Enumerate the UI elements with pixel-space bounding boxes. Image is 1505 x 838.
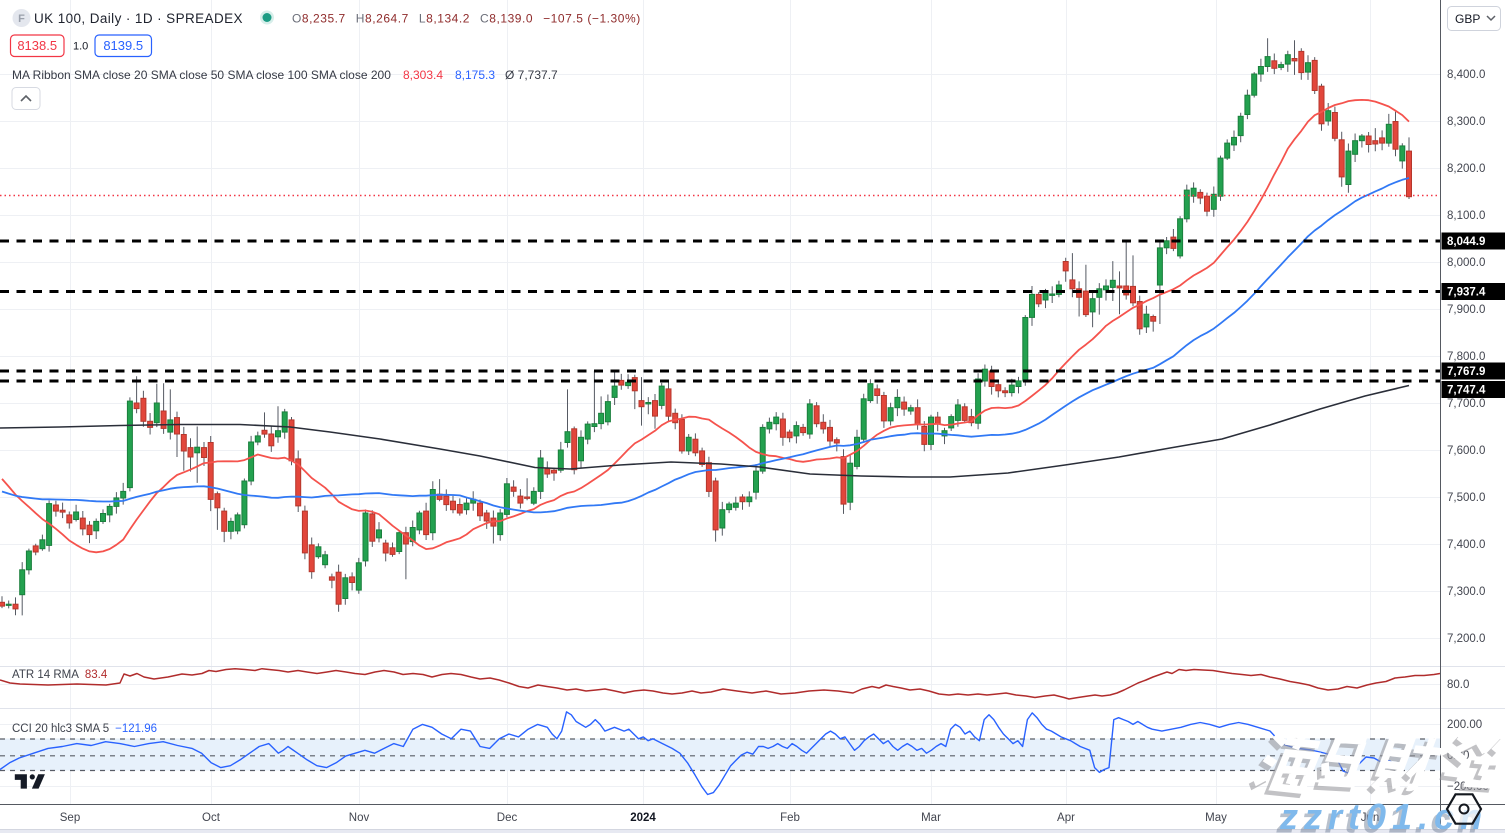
svg-text:8,175.3: 8,175.3	[455, 68, 495, 82]
svg-text:7,300.0: 7,300.0	[1447, 586, 1485, 598]
svg-text:7,747.4: 7,747.4	[1447, 385, 1486, 397]
svg-text:8,400.0: 8,400.0	[1447, 69, 1485, 81]
svg-text:Sep: Sep	[60, 812, 80, 824]
svg-text:Dec: Dec	[497, 812, 518, 824]
svg-text:GBP: GBP	[1455, 12, 1480, 26]
svg-text:7,800.0: 7,800.0	[1447, 351, 1485, 363]
svg-text:MA Ribbon SMA close 20 SMA clo: MA Ribbon SMA close 20 SMA close 50 SMA …	[12, 68, 391, 82]
svg-text:7,500.0: 7,500.0	[1447, 492, 1485, 504]
svg-text:8,200.0: 8,200.0	[1447, 163, 1485, 175]
svg-text:Nov: Nov	[349, 812, 370, 824]
svg-text:Apr: Apr	[1057, 812, 1075, 824]
svg-text:O8,235.7H8,264.7L8,134.2C8,139: O8,235.7H8,264.7L8,134.2C8,139.0−107.5 (…	[292, 12, 641, 26]
svg-text:May: May	[1205, 812, 1227, 824]
svg-text:8,300.0: 8,300.0	[1447, 116, 1485, 128]
svg-text:8,100.0: 8,100.0	[1447, 210, 1485, 222]
svg-text:Feb: Feb	[780, 812, 800, 824]
svg-text:F: F	[18, 13, 25, 25]
svg-text:8,044.9: 8,044.9	[1447, 236, 1485, 248]
svg-text:8139.5: 8139.5	[103, 38, 143, 53]
svg-text:80.0: 80.0	[1447, 679, 1469, 691]
svg-text:200.00: 200.00	[1447, 719, 1482, 731]
svg-text:Oct: Oct	[202, 812, 221, 824]
svg-text:1.0: 1.0	[73, 41, 88, 53]
svg-text:CCI 20 hlc3 SMA 5−121.96: CCI 20 hlc3 SMA 5−121.96	[12, 723, 157, 735]
svg-text:7,900.0: 7,900.0	[1447, 304, 1485, 316]
svg-text:8,303.4: 8,303.4	[403, 68, 443, 82]
svg-text:UK 100, Daily · 1D · SPREADEX: UK 100, Daily · 1D · SPREADEX	[34, 11, 243, 26]
svg-text:8,000.0: 8,000.0	[1447, 257, 1485, 269]
svg-text:7,600.0: 7,600.0	[1447, 445, 1485, 457]
svg-text:2024: 2024	[630, 812, 656, 824]
svg-text:7,700.0: 7,700.0	[1447, 398, 1485, 410]
svg-text:7,200.0: 7,200.0	[1447, 633, 1485, 645]
svg-text:Ø 7,737.7: Ø 7,737.7	[505, 68, 558, 82]
svg-text:7,937.4: 7,937.4	[1447, 287, 1486, 299]
svg-text:8138.5: 8138.5	[17, 38, 57, 53]
svg-text:7,400.0: 7,400.0	[1447, 539, 1485, 551]
svg-text:7,767.9: 7,767.9	[1447, 366, 1485, 378]
svg-text:Mar: Mar	[921, 812, 941, 824]
